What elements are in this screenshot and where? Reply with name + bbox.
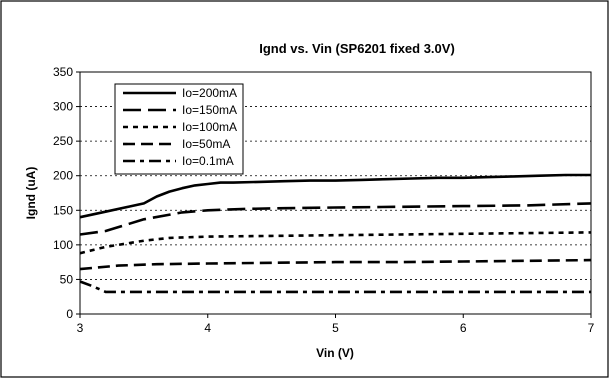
series-line-1 <box>79 173 591 219</box>
y-tick-label-150: 150 <box>53 203 73 217</box>
y-tick-label-300: 300 <box>53 100 73 114</box>
y-tick-label-0: 0 <box>66 307 73 321</box>
x-tick-label-5: 5 <box>332 321 339 335</box>
series-lines <box>79 173 592 294</box>
legend-box <box>114 83 244 175</box>
x-tick-label-7: 7 <box>588 321 595 335</box>
legend-label-4: Io=50mA <box>182 137 230 151</box>
series-line-4 <box>79 258 592 271</box>
y-tick-label-350: 350 <box>53 65 73 79</box>
legend-label-1: Io=200mA <box>182 86 237 100</box>
y-tick-label-250: 250 <box>53 134 73 148</box>
chart-title: Ignd vs. Vin (SP6201 fixed 3.0V) <box>259 41 455 56</box>
y-tick-label-200: 200 <box>53 169 73 183</box>
legend-label-3: Io=100mA <box>182 120 237 134</box>
x-tick-label-6: 6 <box>460 321 467 335</box>
x-axis-label: Vin (V) <box>316 346 354 360</box>
x-tick-label-4: 4 <box>204 321 211 335</box>
y-axis-label: Ignd (uA) <box>24 167 38 220</box>
y-tick-label-50: 50 <box>60 272 74 286</box>
y-tick-label-100: 100 <box>53 238 73 252</box>
x-tick-label-3: 3 <box>77 321 84 335</box>
legend-label-5: Io=0.1mA <box>182 154 234 168</box>
series-line-3 <box>79 231 592 255</box>
legend-label-2: Io=150mA <box>182 103 237 117</box>
series-line-2 <box>79 202 592 236</box>
y-axis-ticks: 0 50 100 150 200 250 300 350 <box>53 65 80 321</box>
legend: Io=200mA Io=150mA Io=100mA Io=50mA Io=0.1mA <box>114 83 244 175</box>
x-axis-ticks: 3 4 5 6 7 <box>77 314 595 335</box>
series-line-5 <box>79 280 591 294</box>
